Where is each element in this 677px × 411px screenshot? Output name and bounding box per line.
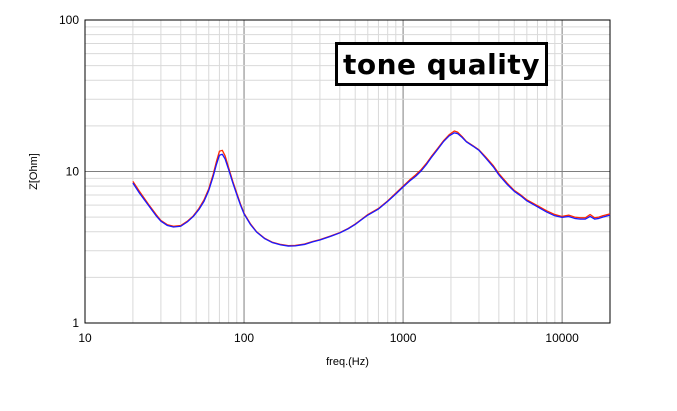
series-line-1 (132, 130, 611, 247)
x-tick-label: 10 (78, 331, 92, 345)
y-tick-label: 1 (72, 316, 79, 330)
x-axis-label: freq.(Hz) (326, 356, 369, 368)
plot-frame (84, 19, 611, 324)
annotation-box: tone quality (335, 42, 548, 86)
x-tick-label: 1000 (390, 331, 417, 345)
series-group (132, 130, 611, 247)
y-tick-label: 10 (66, 165, 80, 179)
y-axis-label: Z[Ohm] (28, 153, 40, 190)
x-tick-label: 100 (234, 331, 254, 345)
x-tick-label: 10000 (545, 331, 579, 345)
y-tick-label: 100 (59, 13, 79, 27)
series-line-2 (132, 132, 611, 247)
annotation-text: tone quality (343, 47, 540, 81)
